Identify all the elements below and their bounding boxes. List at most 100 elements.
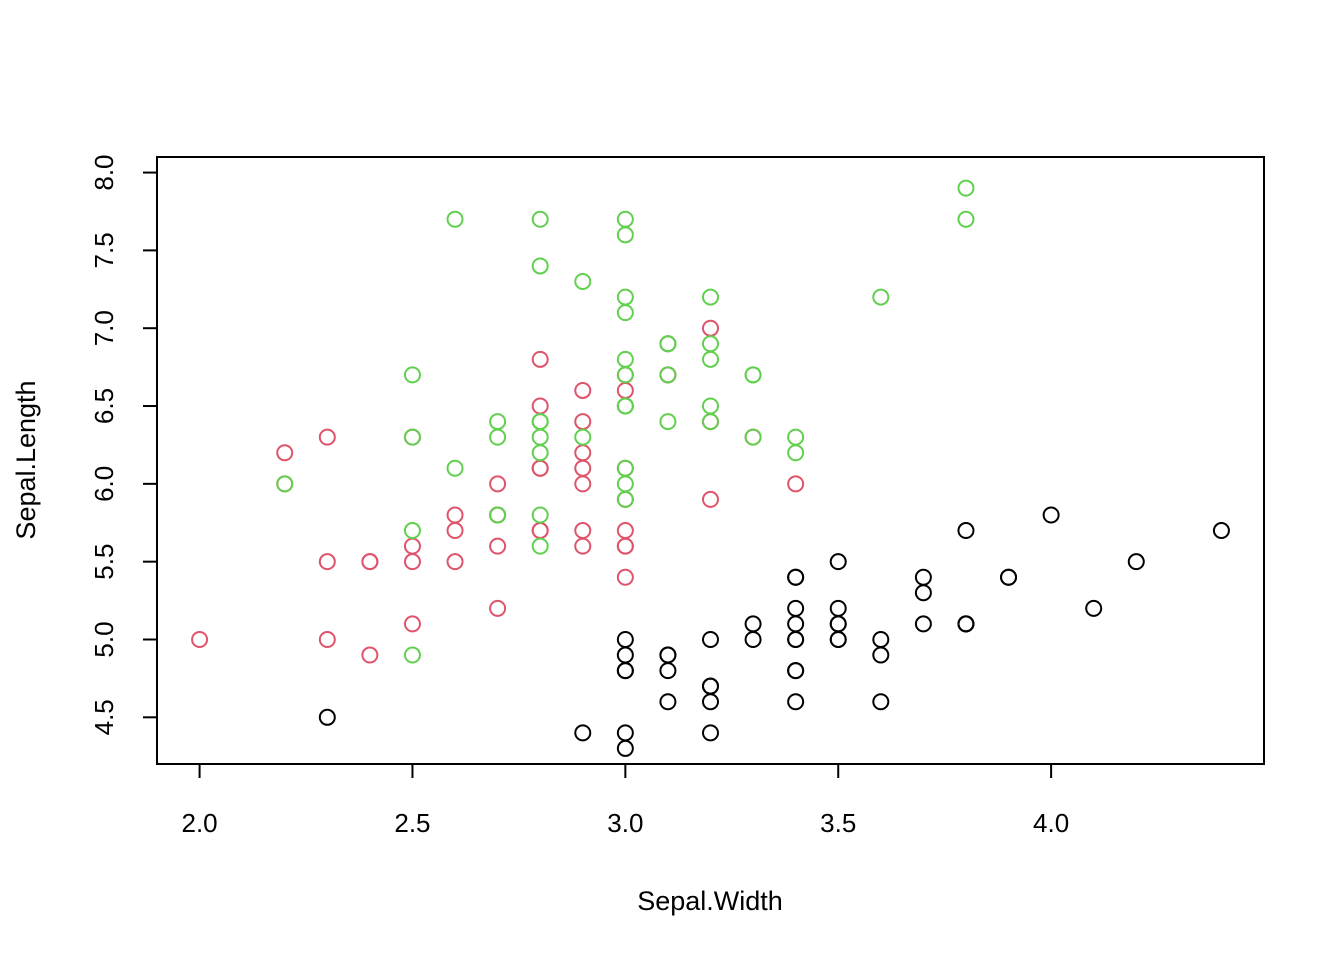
data-point <box>1085 599 1103 617</box>
data-point <box>914 615 932 633</box>
y-axis-title: Sepal.Length <box>11 380 41 539</box>
data-point <box>446 553 464 571</box>
data-point <box>489 428 507 446</box>
data-point <box>361 646 379 664</box>
data-point <box>616 210 634 228</box>
data-point <box>616 646 634 664</box>
data-point <box>616 630 634 648</box>
data-point <box>574 537 592 555</box>
data-point <box>872 288 890 306</box>
data-point <box>914 568 932 586</box>
x-tick-label: 3.5 <box>820 808 856 838</box>
data-point <box>276 444 294 462</box>
y-tick-label: 5.0 <box>89 621 119 657</box>
data-point <box>787 444 805 462</box>
data-point <box>531 257 549 275</box>
data-point <box>957 210 975 228</box>
data-point <box>403 646 421 664</box>
data-point <box>787 475 805 493</box>
data-point <box>702 724 719 742</box>
data-point <box>574 413 592 431</box>
data-point <box>702 693 719 711</box>
y-tick-label: 8.0 <box>89 154 119 190</box>
data-point <box>531 506 549 524</box>
data-point <box>403 615 421 633</box>
y-tick-label: 5.5 <box>89 544 119 580</box>
data-point <box>702 677 719 695</box>
y-tick-label: 6.5 <box>89 388 119 424</box>
data-point <box>744 630 762 648</box>
x-tick-label: 3.0 <box>607 808 643 838</box>
data-point <box>702 350 719 368</box>
data-point <box>957 522 975 540</box>
data-point <box>616 397 634 415</box>
plot-frame <box>156 156 1265 765</box>
data-point <box>829 553 847 571</box>
y-tick-label: 6.0 <box>89 466 119 502</box>
x-axis-title: Sepal.Width <box>637 886 783 916</box>
data-point <box>318 553 336 571</box>
data-point <box>659 646 677 664</box>
data-point <box>787 630 805 648</box>
data-point <box>659 335 677 353</box>
data-point <box>574 459 592 477</box>
data-point <box>744 615 762 633</box>
data-point <box>531 444 549 462</box>
data-point <box>702 397 719 415</box>
data-point <box>1127 553 1145 571</box>
data-point <box>531 459 549 477</box>
data-point <box>489 413 507 431</box>
data-point <box>872 630 890 648</box>
data-point <box>659 366 677 384</box>
data-point <box>829 630 847 648</box>
data-point <box>616 522 634 540</box>
data-point <box>1212 522 1230 540</box>
data-point <box>446 522 464 540</box>
data-point <box>616 475 634 493</box>
data-point <box>616 724 634 742</box>
data-point <box>574 444 592 462</box>
data-point <box>1000 568 1018 586</box>
data-point <box>957 615 975 633</box>
data-point <box>744 366 762 384</box>
data-point <box>616 381 634 399</box>
data-point <box>957 179 975 197</box>
data-point <box>531 413 549 431</box>
data-point <box>659 693 677 711</box>
data-point <box>787 693 805 711</box>
data-point <box>531 210 549 228</box>
data-point <box>489 506 507 524</box>
data-point <box>787 615 805 633</box>
data-point <box>702 319 719 337</box>
data-point <box>276 475 294 493</box>
data-point <box>403 537 421 555</box>
data-point <box>361 553 379 571</box>
data-point <box>489 537 507 555</box>
data-point <box>744 428 762 446</box>
data-point <box>489 475 507 493</box>
x-tick-label: 4.0 <box>1033 808 1069 838</box>
data-point <box>318 708 336 726</box>
data-point <box>616 739 634 757</box>
x-tick-label: 2.5 <box>394 808 430 838</box>
data-point <box>787 599 805 617</box>
data-point <box>616 490 634 508</box>
data-point <box>616 568 634 586</box>
data-point <box>531 350 549 368</box>
y-tick-label: 7.5 <box>89 232 119 268</box>
data-point <box>191 630 209 648</box>
x-tick-label: 2.0 <box>181 808 217 838</box>
data-point <box>574 273 592 291</box>
data-point <box>446 506 464 524</box>
data-point <box>872 693 890 711</box>
data-point <box>446 210 464 228</box>
data-point <box>702 630 719 648</box>
data-point <box>403 366 421 384</box>
data-point <box>616 366 634 384</box>
y-tick-label: 4.5 <box>89 699 119 735</box>
data-point <box>787 428 805 446</box>
data-point <box>829 599 847 617</box>
data-point <box>574 475 592 493</box>
data-point <box>403 553 421 571</box>
